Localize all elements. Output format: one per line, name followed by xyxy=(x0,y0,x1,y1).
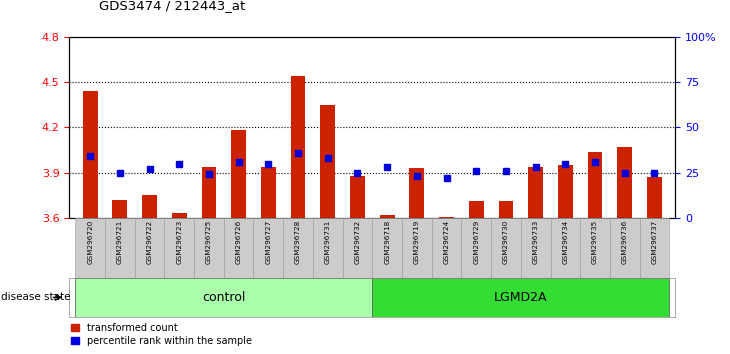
FancyBboxPatch shape xyxy=(105,218,135,278)
FancyBboxPatch shape xyxy=(372,278,669,317)
Legend: transformed count, percentile rank within the sample: transformed count, percentile rank withi… xyxy=(71,323,252,346)
Bar xyxy=(172,213,187,218)
Text: GSM296724: GSM296724 xyxy=(444,220,450,264)
Bar xyxy=(410,168,424,218)
FancyBboxPatch shape xyxy=(283,218,313,278)
FancyBboxPatch shape xyxy=(610,218,639,278)
FancyBboxPatch shape xyxy=(431,218,461,278)
FancyBboxPatch shape xyxy=(194,218,224,278)
Text: GSM296725: GSM296725 xyxy=(206,220,212,264)
FancyBboxPatch shape xyxy=(372,218,402,278)
Text: GSM296721: GSM296721 xyxy=(117,220,123,264)
FancyBboxPatch shape xyxy=(491,218,520,278)
Text: GSM296730: GSM296730 xyxy=(503,220,509,264)
FancyBboxPatch shape xyxy=(461,218,491,278)
Text: GSM296718: GSM296718 xyxy=(384,220,390,264)
Text: GDS3474 / 212443_at: GDS3474 / 212443_at xyxy=(99,0,245,12)
Text: disease state: disease state xyxy=(1,292,71,302)
Text: GSM296722: GSM296722 xyxy=(147,220,153,264)
Bar xyxy=(291,76,305,218)
Bar xyxy=(380,215,395,218)
Bar xyxy=(261,166,276,218)
Bar xyxy=(142,195,157,218)
Bar xyxy=(82,91,98,218)
Bar xyxy=(469,201,484,218)
Bar xyxy=(588,152,602,218)
Text: LGMD2A: LGMD2A xyxy=(494,291,548,304)
Text: GSM296726: GSM296726 xyxy=(236,220,242,264)
Text: GSM296723: GSM296723 xyxy=(176,220,182,264)
Bar xyxy=(201,166,216,218)
FancyBboxPatch shape xyxy=(75,218,105,278)
Bar xyxy=(439,217,454,218)
Text: GSM296728: GSM296728 xyxy=(295,220,301,264)
FancyBboxPatch shape xyxy=(224,218,253,278)
Bar xyxy=(647,177,662,218)
FancyBboxPatch shape xyxy=(550,218,580,278)
Text: GSM296729: GSM296729 xyxy=(473,220,480,264)
Text: GSM296734: GSM296734 xyxy=(562,220,569,264)
Bar xyxy=(350,176,365,218)
FancyBboxPatch shape xyxy=(342,218,372,278)
FancyBboxPatch shape xyxy=(580,218,610,278)
Text: GSM296719: GSM296719 xyxy=(414,220,420,264)
Bar xyxy=(529,166,543,218)
FancyBboxPatch shape xyxy=(402,218,431,278)
Text: GSM296727: GSM296727 xyxy=(265,220,272,264)
Bar xyxy=(618,147,632,218)
Text: GSM296737: GSM296737 xyxy=(651,220,658,264)
Text: GSM296733: GSM296733 xyxy=(533,220,539,264)
FancyBboxPatch shape xyxy=(639,218,669,278)
Text: GSM296736: GSM296736 xyxy=(622,220,628,264)
Text: GSM296731: GSM296731 xyxy=(325,220,331,264)
Bar xyxy=(231,130,246,218)
FancyBboxPatch shape xyxy=(253,218,283,278)
FancyBboxPatch shape xyxy=(164,218,194,278)
FancyBboxPatch shape xyxy=(313,218,342,278)
Bar xyxy=(499,201,513,218)
FancyBboxPatch shape xyxy=(135,218,164,278)
FancyBboxPatch shape xyxy=(520,218,550,278)
Bar xyxy=(112,200,127,218)
FancyBboxPatch shape xyxy=(75,278,372,317)
Bar xyxy=(558,165,573,218)
Text: control: control xyxy=(202,291,245,304)
Text: GSM296732: GSM296732 xyxy=(355,220,361,264)
Text: GSM296735: GSM296735 xyxy=(592,220,598,264)
Text: GSM296720: GSM296720 xyxy=(87,220,93,264)
Bar xyxy=(320,105,335,218)
